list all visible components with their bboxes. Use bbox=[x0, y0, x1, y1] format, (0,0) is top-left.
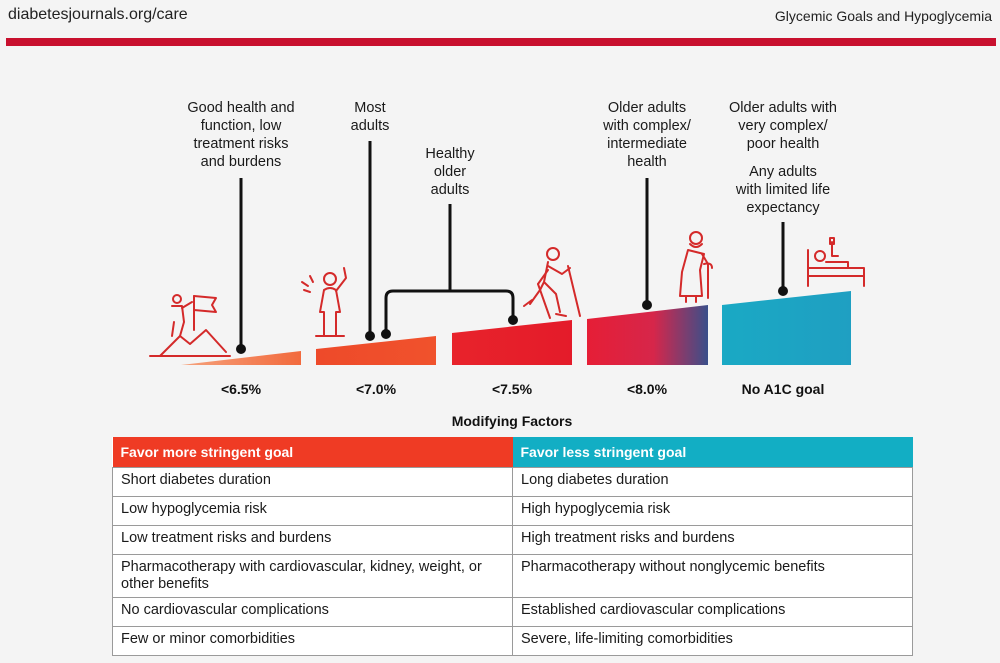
table-row: Pharmacotherapy with cardiovascular, kid… bbox=[112, 554, 913, 598]
table-cell: Long diabetes duration bbox=[512, 467, 913, 497]
table-cell: Low hypoglycemia risk bbox=[112, 496, 513, 526]
label-limited-life-expectancy: Any adults with limited life expectancy bbox=[735, 164, 831, 216]
table-row: Low hypoglycemia risk High hypoglycemia … bbox=[112, 496, 913, 526]
goal-6-5: <6.5% bbox=[220, 381, 262, 397]
hospital-bed-icon bbox=[807, 237, 865, 287]
label-most-adults: Most adults bbox=[350, 100, 390, 134]
label-healthy-older-adults: Healthy older adults bbox=[425, 146, 475, 198]
waving-person-icon bbox=[301, 267, 347, 337]
table-cell: Pharmacotherapy with cardiovascular, kid… bbox=[112, 554, 513, 598]
label-good-health: Good health and function, low treatment … bbox=[187, 100, 295, 170]
table-cell: Pharmacotherapy without nonglycemic bene… bbox=[512, 554, 913, 598]
wedge-7-5 bbox=[452, 320, 572, 365]
top-header: diabetesjournals.org/care Glycemic Goals… bbox=[0, 0, 1000, 40]
table-cell: Established cardiovascular complications bbox=[512, 597, 913, 627]
wedge-7-0 bbox=[316, 336, 436, 365]
goal-7-0: <7.0% bbox=[355, 381, 397, 397]
pointer-most-adults bbox=[365, 141, 375, 341]
document-title: Glycemic Goals and Hypoglycemia bbox=[774, 8, 992, 24]
pointer-healthy-older bbox=[381, 204, 518, 339]
table-row: Low treatment risks and burdens High tre… bbox=[112, 525, 913, 555]
table-cell: High treatment risks and burdens bbox=[512, 525, 913, 555]
table-header-row: Favor more stringent goal Favor less str… bbox=[112, 437, 913, 468]
table-cell: Severe, life-limiting comorbidities bbox=[512, 626, 913, 656]
wedge-no-goal bbox=[722, 291, 851, 365]
pointer-complex-health bbox=[642, 178, 652, 310]
table-cell: Low treatment risks and burdens bbox=[112, 525, 513, 555]
wedge-6-5 bbox=[181, 351, 301, 365]
elderly-cane-person-icon bbox=[679, 231, 713, 303]
modifying-factors-table: Favor more stringent goal Favor less str… bbox=[112, 437, 913, 656]
header-less-stringent: Favor less stringent goal bbox=[512, 437, 913, 468]
label-complex-health: Older adults with complex/ intermediate … bbox=[603, 100, 691, 170]
header-more-stringent: Favor more stringent goal bbox=[112, 437, 513, 468]
hiker-flag-icon bbox=[149, 294, 231, 357]
table-cell: High hypoglycemia risk bbox=[512, 496, 913, 526]
hiking-poles-person-icon bbox=[523, 247, 581, 319]
table-row: Few or minor comorbidities Severe, life-… bbox=[112, 626, 913, 656]
goal-8-0: <8.0% bbox=[626, 381, 668, 397]
header-divider bbox=[6, 38, 996, 46]
site-url[interactable]: diabetesjournals.org/care bbox=[8, 6, 188, 23]
table-cell: No cardiovascular complications bbox=[112, 597, 513, 627]
goal-no-a1c: No A1C goal bbox=[741, 381, 825, 397]
wedge-8-0 bbox=[587, 305, 708, 365]
goal-7-5: <7.5% bbox=[491, 381, 533, 397]
modifying-factors-title: Modifying Factors bbox=[451, 413, 573, 429]
table-cell: Short diabetes duration bbox=[112, 467, 513, 497]
pointer-very-complex bbox=[778, 222, 788, 296]
table-row: Short diabetes duration Long diabetes du… bbox=[112, 467, 913, 497]
pointer-good-health bbox=[236, 178, 246, 354]
table-cell: Few or minor comorbidities bbox=[112, 626, 513, 656]
label-very-complex-health: Older adults with very complex/ poor hea… bbox=[729, 100, 837, 152]
table-row: No cardiovascular complications Establis… bbox=[112, 597, 913, 627]
